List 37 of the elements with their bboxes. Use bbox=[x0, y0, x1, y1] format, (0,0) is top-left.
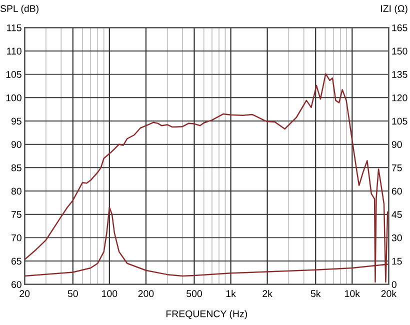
y2-tick-label: 75 bbox=[392, 164, 402, 172]
x-tick-label: 5k bbox=[310, 290, 321, 298]
y-tick-label: 75 bbox=[12, 211, 22, 218]
x-tick-label: 200 bbox=[138, 290, 154, 298]
x-tick-label: 10k bbox=[345, 290, 360, 298]
y2-tick-label: 120 bbox=[392, 94, 408, 102]
y2-tick-label: 15 bbox=[392, 258, 402, 265]
x-tick-label: 2k bbox=[262, 290, 272, 297]
y2-tick-label: 90 bbox=[392, 141, 402, 148]
x-tick-label: 20k bbox=[381, 290, 397, 298]
y2-tick-label: 60 bbox=[392, 188, 402, 195]
x-axis-title: FREQUENCY (Hz) bbox=[166, 310, 247, 320]
x-tick-label: 500 bbox=[186, 290, 202, 298]
y-tick-label: 70 bbox=[12, 234, 22, 242]
y-tick-label: 115 bbox=[7, 24, 22, 32]
y-tick-label: 60 bbox=[12, 281, 22, 288]
y2-tick-label: 105 bbox=[392, 118, 408, 125]
y-axis-title: SPL (dB) bbox=[0, 4, 38, 14]
y2-tick-label: 0 bbox=[392, 281, 396, 288]
y2-tick-label: 30 bbox=[392, 234, 402, 242]
y2-tick-label: 135 bbox=[392, 71, 408, 78]
y-tick-label: 105 bbox=[6, 71, 22, 78]
y-tick-label: 95 bbox=[11, 118, 22, 125]
x-tick-label: 20 bbox=[20, 290, 30, 298]
y-tick-label: 85 bbox=[11, 164, 22, 172]
x-tick-label: 50 bbox=[68, 290, 78, 298]
y2-axis-title: IZI (Ω) bbox=[381, 4, 408, 14]
y2-tick-label: 165 bbox=[392, 24, 408, 32]
y-tick-label: 100 bbox=[6, 94, 22, 102]
x-tick-label: 100 bbox=[102, 290, 118, 298]
y-tick-label: 110 bbox=[7, 48, 22, 55]
x-tick-label: 1k bbox=[226, 290, 236, 297]
y-tick-label: 80 bbox=[11, 188, 22, 195]
y2-tick-label: 150 bbox=[392, 48, 408, 55]
y-tick-label: 65 bbox=[12, 258, 22, 265]
y2-tick-label: 45 bbox=[392, 211, 402, 218]
y-tick-label: 90 bbox=[11, 141, 22, 148]
